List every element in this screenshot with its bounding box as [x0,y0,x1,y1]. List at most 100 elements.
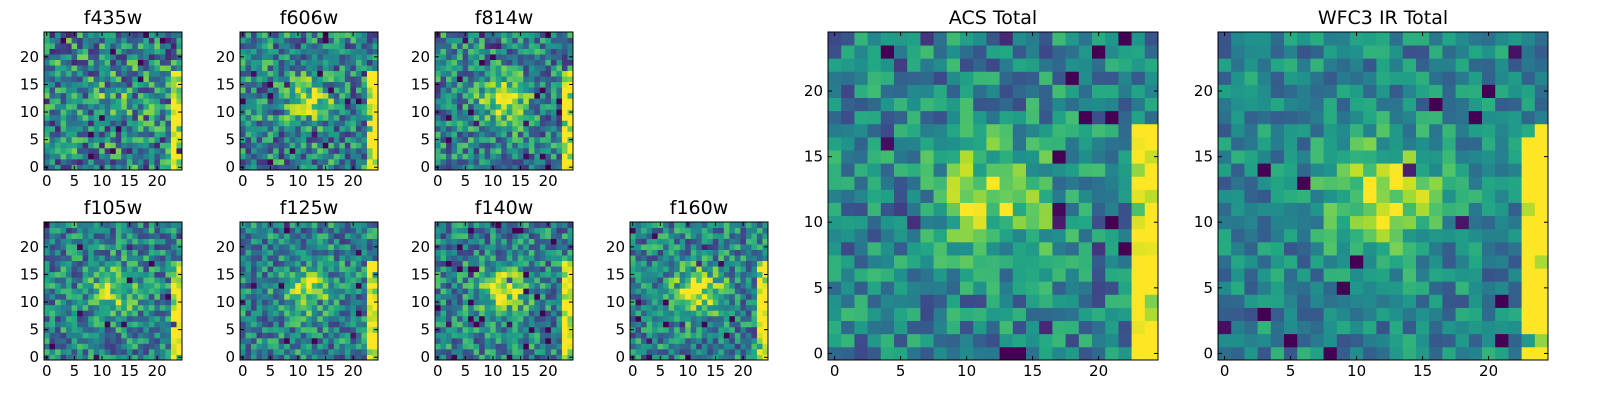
heatmap-cell [82,255,89,262]
heatmap-cell [512,315,519,322]
heatmap-cell [88,37,95,44]
heatmap-cell [104,164,111,171]
heatmap-cell [462,260,469,267]
heatmap-cell [528,222,535,228]
heatmap-cell [143,244,150,250]
heatmap-cell [841,268,855,282]
heatmap-cell [289,147,296,154]
heatmap-cell [652,233,658,239]
heatmap-cell [104,310,111,317]
heatmap-cell [256,65,263,72]
heatmap-cell [317,103,324,110]
heatmap-cell [479,343,486,350]
heatmap-cell [894,189,908,203]
heatmap-cell [350,65,357,72]
heatmap-cell [567,310,574,317]
heatmap-cell [245,125,252,132]
heatmap-cell [495,354,502,361]
heatmap-cell [674,304,681,311]
heatmap-cell [71,304,78,311]
heatmap-cell [690,332,697,339]
heatmap-cell [641,249,647,256]
heatmap-cell [751,255,758,262]
heatmap-cell [545,136,552,143]
heatmap-cell [126,233,133,239]
heatmap-cell [104,125,111,132]
heatmap-cell [165,92,172,99]
heatmap-cell [344,92,351,99]
heatmap-cell [712,315,719,322]
heatmap-cell [646,238,653,245]
heatmap-cell [55,326,61,333]
heatmap-cell [159,131,166,138]
heatmap-cell [512,271,519,278]
heatmap-cell [170,249,177,256]
heatmap-cell [240,304,246,311]
heatmap-cell [317,125,324,132]
heatmap-cell [457,222,463,228]
heatmap-cell [159,348,166,355]
heatmap-cell [652,260,658,267]
heatmap-cell [473,54,480,60]
heatmap-cell [148,87,155,94]
heatmap-cell [121,59,128,66]
heatmap-cell [523,109,530,116]
heatmap-cell [322,227,329,234]
heatmap-cell [668,354,675,361]
heatmap-cell [490,293,497,300]
heatmap-cell [451,348,458,355]
heatmap-cell [104,227,111,234]
heatmap-cell [317,315,324,322]
heatmap-cell [240,43,246,49]
heatmap-cell [355,142,362,149]
heatmap-cell [545,266,552,273]
heatmap-cell [523,233,530,239]
heatmap-cell [322,321,329,328]
heatmap-cell [115,255,122,262]
heatmap-cell [1131,255,1146,269]
heatmap-cell [473,227,480,234]
heatmap-cell [854,202,868,217]
panel-title: f160w [670,197,729,219]
heatmap-cell [333,120,340,127]
heatmap-cell [49,32,56,38]
heatmap-cell [44,65,50,72]
heatmap-cell [668,260,675,267]
heatmap-cell [262,81,268,88]
heatmap-cell [894,320,908,335]
heatmap-cell [126,54,133,60]
heatmap-cell [663,332,670,339]
heatmap-cell [440,81,447,88]
heatmap-cell [71,343,78,350]
heatmap-cell [126,282,133,289]
heatmap-cell [762,348,769,355]
heatmap-cell [88,147,95,154]
heatmap-cell [446,299,452,306]
heatmap-cell [756,348,763,355]
heatmap-cell [468,48,475,55]
heatmap-cell [501,98,508,105]
heatmap-cell [121,321,128,328]
heatmap-cell [273,164,280,171]
heatmap-cell [1012,346,1027,361]
heatmap-cell [110,222,117,228]
heatmap-cell [55,65,61,72]
heatmap-cell [273,70,280,77]
heatmap-cell [501,120,508,127]
heatmap-cell [88,310,95,317]
heatmap-cell [528,54,535,60]
heatmap-cell [479,348,486,355]
heatmap-cell [121,354,128,361]
heatmap-cell [245,249,252,256]
heatmap-cell [126,92,133,99]
heatmap-cell [317,293,324,300]
heatmap-cell [1039,163,1053,177]
heatmap-cell [745,310,752,317]
heatmap-cell [66,293,72,300]
heatmap-cell [435,315,441,322]
y-tick-label: 15 [20,265,39,283]
heatmap-cell [1065,346,1080,361]
heatmap-cell [267,255,274,262]
heatmap-cell [60,87,67,94]
heatmap-cell [295,244,302,250]
